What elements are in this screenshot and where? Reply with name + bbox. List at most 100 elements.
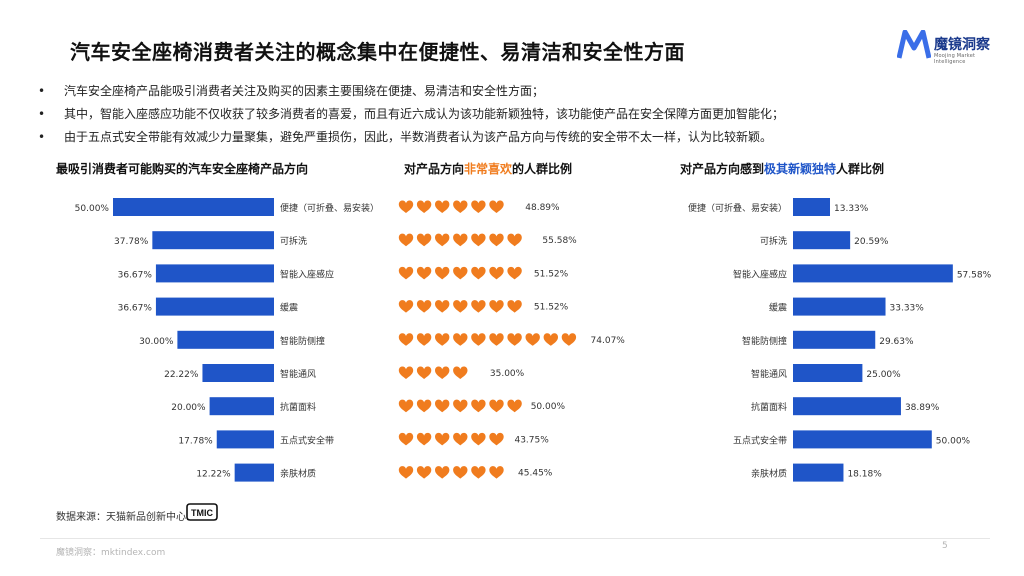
heart-icon — [489, 333, 504, 346]
bar — [209, 397, 274, 416]
heart-icon — [543, 333, 558, 346]
heart-icon — [435, 399, 450, 413]
category-label: 可拆洗 — [280, 235, 307, 247]
category-label: 智能入座感应 — [280, 268, 334, 280]
heart-value-label: 48.89% — [525, 203, 560, 213]
chart3-title-text-end: 人群比例 — [836, 162, 885, 176]
heart-value-label: 51.52% — [534, 269, 569, 279]
category-label: 智能入座感应 — [733, 268, 787, 280]
bar-value-label: 33.33% — [890, 304, 925, 314]
heart-icon — [453, 200, 468, 213]
chart-very-like: 48.89% 55.58% 51.52% 51.52% 74.07% 35.00% 50.0… — [398, 200, 626, 479]
heart-icon — [453, 333, 468, 346]
heart-value-label: 45.45% — [518, 469, 553, 479]
bar — [793, 364, 863, 382]
category-label: 五点式安全带 — [280, 434, 334, 446]
heart-icon — [416, 200, 432, 213]
tmic-logo-icon: TMIC — [186, 503, 218, 521]
bar — [155, 297, 274, 316]
heart-icon — [471, 266, 486, 280]
heart-icon — [453, 466, 468, 479]
heart-value-label: 50.00% — [531, 402, 566, 412]
heart-icon — [398, 366, 414, 379]
heart-icon — [453, 300, 468, 313]
category-label: 便捷（可折叠、易安装） — [688, 202, 787, 214]
heart-icon — [416, 300, 432, 313]
bar-value-label: 36.67% — [118, 270, 153, 280]
summary-bullets: • 汽车安全座椅产品能吸引消费者关注及购买的因素主要围绕在便捷、易清洁和安全性方… — [38, 80, 998, 149]
heart-icon — [453, 266, 468, 280]
heart-icon — [435, 366, 450, 379]
heart-icon — [398, 266, 414, 280]
heart-icon — [453, 399, 468, 413]
bar — [216, 430, 274, 449]
heart-icon — [489, 200, 504, 213]
heart-icon — [489, 266, 504, 280]
bar-value-label: 17.78% — [178, 436, 213, 446]
heart-icon — [416, 333, 432, 346]
heart-value-label: 35.00% — [490, 369, 525, 379]
heart-icon — [453, 432, 468, 446]
heart-icon — [416, 233, 432, 247]
heart-icon — [435, 200, 450, 213]
brand-subtitle: Moojing Market Intelligence — [934, 53, 976, 65]
category-label: 亲肤材质 — [280, 468, 316, 480]
bullet-marker: • — [38, 84, 46, 98]
heart-icon — [398, 399, 414, 413]
heart-icon — [435, 333, 450, 346]
heart-value-label: 43.75% — [514, 435, 549, 445]
category-label: 亲肤材质 — [751, 468, 787, 480]
chart2-title-highlight: 非常喜欢 — [464, 162, 513, 176]
bar — [113, 198, 274, 216]
heart-icon — [471, 300, 486, 313]
heart-icon — [507, 266, 522, 280]
bullet-item: • 由于五点式安全带能有效减少力量聚集，避免严重损伤，因此，半数消费者认为该产品… — [38, 126, 998, 149]
footer-source: 魔镜洞察：mktindex.com — [56, 548, 166, 558]
category-label: 抗菌面料 — [751, 401, 787, 413]
bar-value-label: 37.78% — [114, 237, 149, 247]
heart-icon — [435, 466, 450, 479]
heart-icon — [416, 399, 432, 413]
chart2-title-text: 对产品方向 — [404, 162, 465, 176]
footer-divider — [40, 538, 990, 539]
heart-icon — [489, 432, 504, 446]
bar — [234, 463, 274, 482]
heart-icon — [471, 333, 486, 346]
heart-icon — [471, 200, 486, 213]
category-label: 智能防侧撞 — [280, 335, 325, 347]
category-label: 五点式安全带 — [733, 434, 787, 446]
heart-icon — [489, 300, 504, 313]
partial-heart-icon — [471, 366, 485, 379]
bar-value-label: 50.00% — [936, 436, 971, 446]
heart-icon — [471, 466, 486, 479]
chart2-title: 对产品方向非常喜欢的人群比例 — [404, 160, 572, 177]
heart-icon — [471, 432, 486, 446]
bar — [793, 297, 886, 316]
chart2-title-text-end: 的人群比例 — [512, 162, 573, 176]
heart-icon — [416, 266, 432, 280]
brand-name: 魔镜洞察 — [934, 37, 990, 53]
heart-icon — [507, 300, 522, 313]
chart1-title: 最吸引消费者可能购买的汽车安全座椅产品方向 — [56, 160, 308, 177]
bullet-item: • 其中，智能入座感应功能不仅收获了较多消费者的喜爱，而且有近六成认为该功能新颖… — [38, 103, 998, 126]
category-label: 缓震 — [280, 302, 298, 314]
bar-value-label: 25.00% — [866, 370, 901, 380]
page-number: 5 — [942, 541, 948, 551]
category-label: 可拆洗 — [760, 235, 787, 247]
bullet-marker: • — [38, 107, 46, 121]
brand-logo: 魔镜洞察 Moojing Market Intelligence — [896, 29, 1007, 66]
bar-value-label: 20.00% — [171, 403, 206, 413]
heart-icon — [453, 233, 468, 247]
chart-novel-unique: 便捷（可折叠、易安装） 13.33% 可拆洗 20.59% 智能入座感应 57.58% 缓震… — [688, 198, 992, 482]
bar-value-label: 13.33% — [834, 204, 869, 214]
heart-icon — [398, 432, 414, 446]
heart-icon — [435, 300, 450, 313]
chart3-title: 对产品方向感到极其新颖独特人群比例 — [680, 160, 884, 177]
bullet-text: 汽车安全座椅产品能吸引消费者关注及购买的因素主要围绕在便捷、易清洁和安全性方面； — [64, 84, 545, 98]
heart-icon — [416, 366, 432, 379]
bullet-text: 由于五点式安全带能有效减少力量聚集，避免严重损伤，因此，半数消费者认为该产品方向… — [64, 130, 773, 144]
heart-icon — [416, 432, 432, 446]
bullet-item: • 汽车安全座椅产品能吸引消费者关注及购买的因素主要围绕在便捷、易清洁和安全性方… — [38, 80, 998, 103]
heart-value-label: 74.07% — [591, 336, 626, 346]
category-label: 抗菌面料 — [280, 401, 316, 413]
